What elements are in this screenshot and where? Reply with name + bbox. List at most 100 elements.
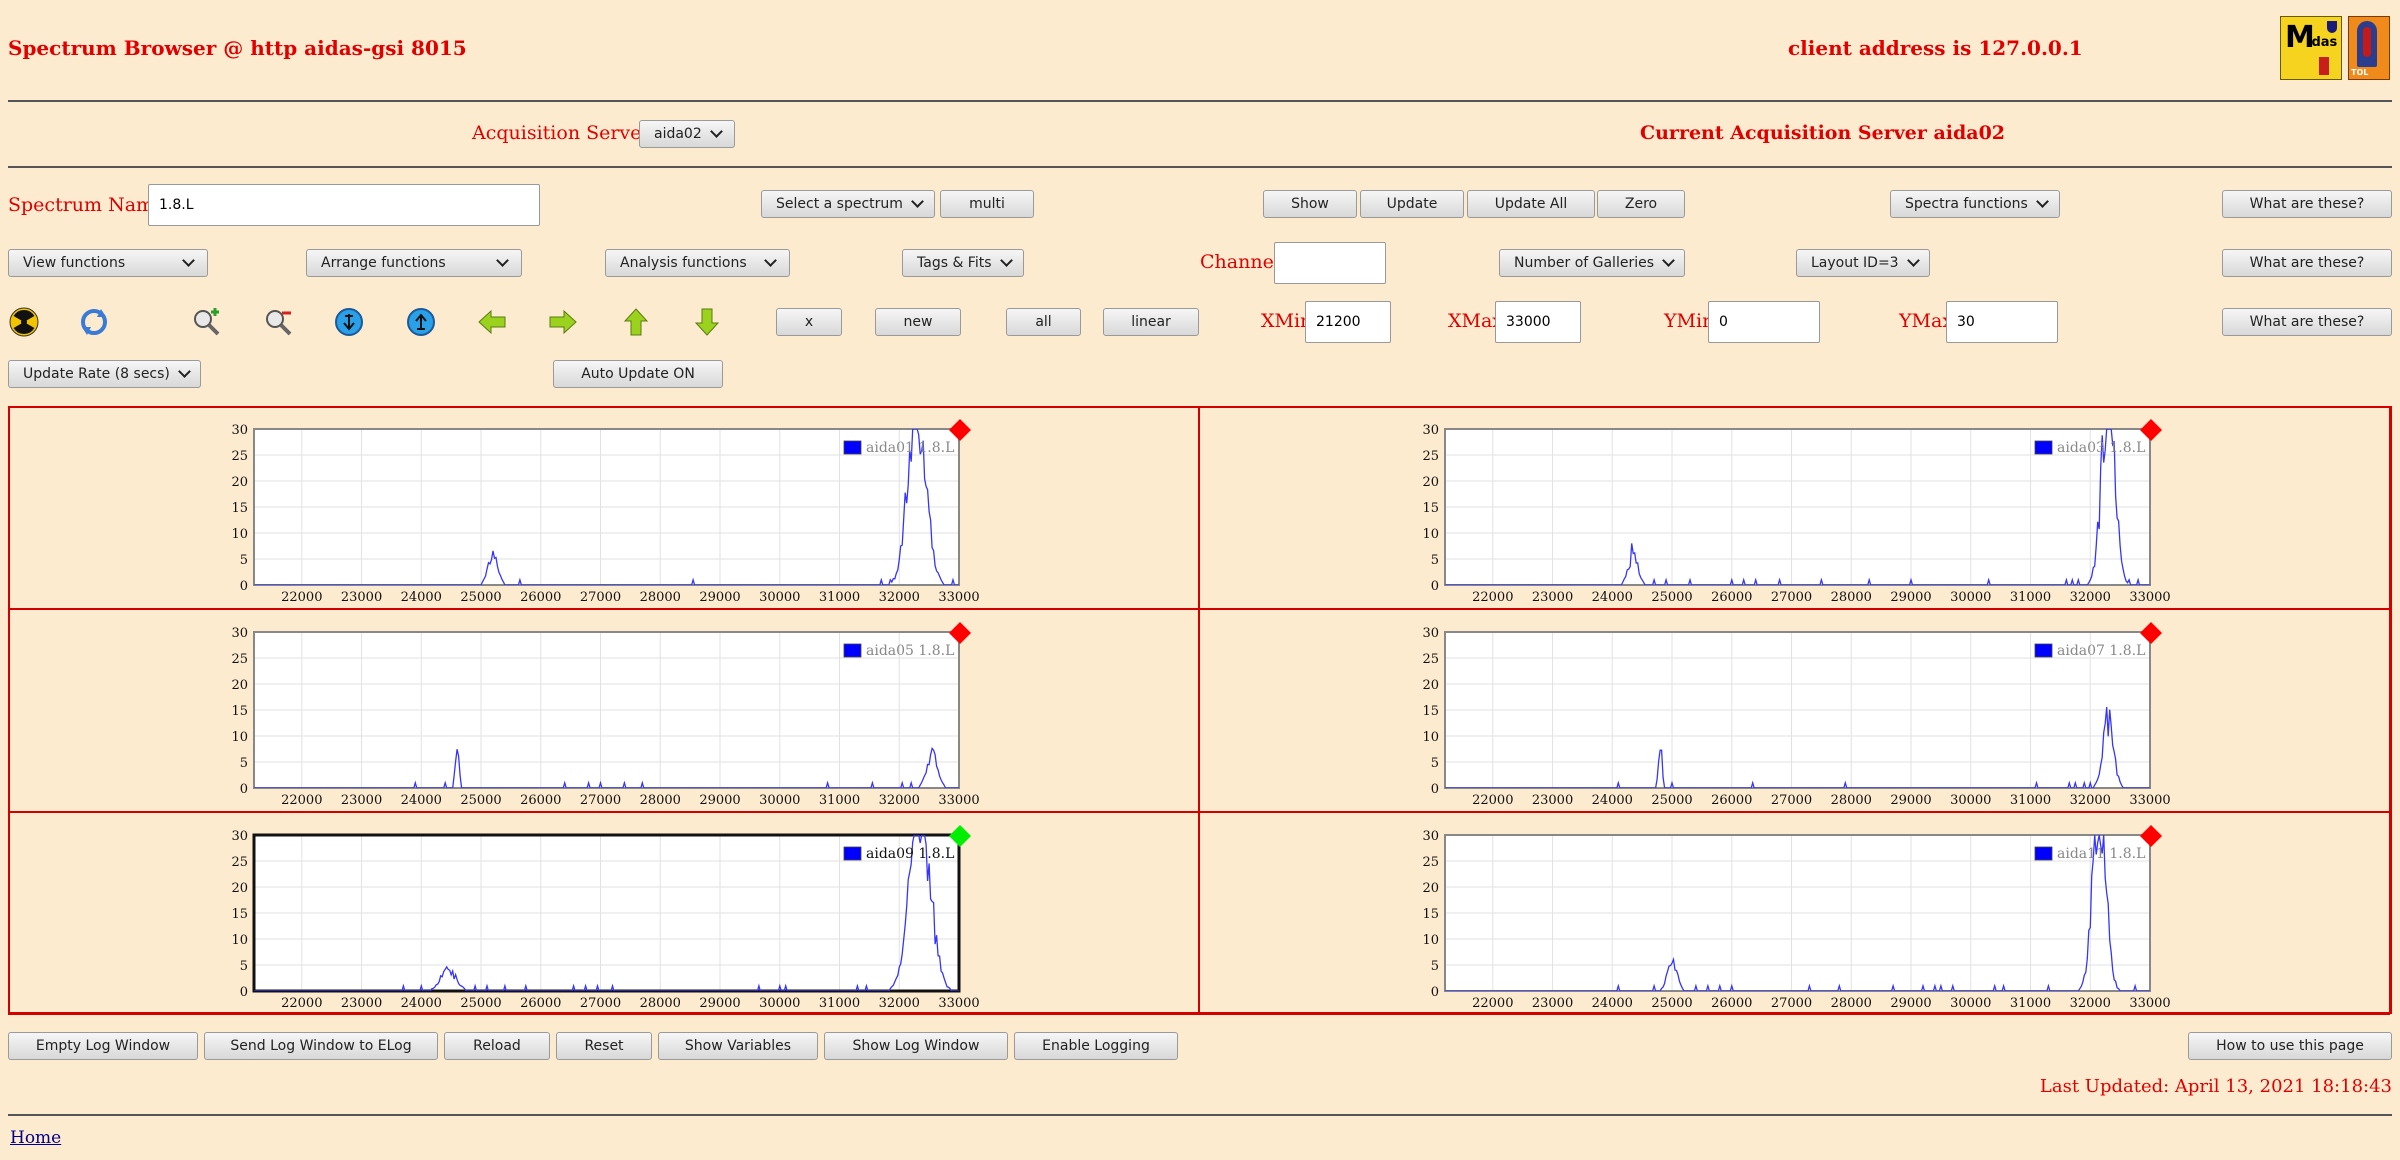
select-spectrum-dropdown[interactable]: Select a spectrum [761,190,935,218]
update-all-button[interactable]: Update All [1467,190,1595,218]
ymax-input[interactable]: 30 [1946,301,2058,343]
multi-button[interactable]: multi [940,190,1034,218]
client-address: client address is 127.0.0.1 [1788,36,2083,60]
arrow-down-blue-icon[interactable] [332,305,366,339]
x-tick-label: 28000 [1831,996,1872,1011]
x-tick-label: 27000 [580,793,621,808]
y-tick-label: 0 [1431,782,1439,797]
y-tick-label: 20 [1422,678,1439,693]
x-tick-label: 22000 [1472,590,1513,605]
y-tick-label: 0 [240,782,248,797]
number-of-galleries-dropdown[interactable]: Number of Galleries [1499,249,1685,277]
y-tick-label: 15 [231,501,248,516]
radiation-icon[interactable] [7,305,41,339]
arrow-up-blue-icon[interactable] [404,305,438,339]
what-are-these-button[interactable]: What are these? [2222,190,2392,218]
divider [8,1114,2392,1116]
what-are-these-button[interactable]: What are these? [2222,308,2392,336]
legend-swatch [2034,440,2053,455]
spectrum-name-input[interactable]: 1.8.L [148,184,540,226]
show-button[interactable]: Show [1263,190,1357,218]
legend-label: aida03 1.8.L [2057,440,2145,456]
empty-log-window-button[interactable]: Empty Log Window [8,1032,198,1060]
x-tick-label: 25000 [460,590,501,605]
x-tick-label: 25000 [460,793,501,808]
spectrum-cell[interactable]: 22000 23000 24000 25000 26000 27000 28000 29000… [8,406,1199,609]
status-indicator [949,419,971,441]
arrow-up-icon[interactable] [619,305,653,339]
arrow-right-icon[interactable] [546,305,580,339]
update-rate-dropdown[interactable]: Update Rate (8 secs) [8,360,201,388]
enable-logging-button[interactable]: Enable Logging [1014,1032,1178,1060]
refresh-icon[interactable] [77,305,111,339]
x-tick-label: 32000 [879,996,920,1011]
x-tick-label: 26000 [1711,996,1752,1011]
new-button[interactable]: new [875,308,961,336]
ymin-input[interactable]: 0 [1708,301,1820,343]
spectrum-cell[interactable]: 22000 23000 24000 25000 26000 27000 28000 29000… [8,609,1199,812]
legend-label: aida09 1.8.L [866,846,954,862]
spectrum-plot: 22000 23000 24000 25000 26000 27000 28000 29000… [1422,622,2171,808]
channel-input[interactable] [1274,242,1386,284]
x-button[interactable]: x [776,308,842,336]
y-tick-label: 10 [1422,730,1439,745]
update-button[interactable]: Update [1360,190,1464,218]
zoom-out-icon[interactable] [261,305,295,339]
y-tick-label: 5 [1431,959,1439,974]
status-indicator [949,622,971,644]
x-tick-label: 33000 [2129,590,2170,605]
what-are-these-button[interactable]: What are these? [2222,249,2392,277]
x-tick-label: 23000 [1532,996,1573,1011]
legend-swatch [843,440,862,455]
spectrum-cell[interactable]: 22000 23000 24000 25000 26000 27000 28000 29000… [8,812,1199,1015]
layout-dropdown[interactable]: Layout ID=3 [1796,249,1930,277]
x-tick-label: 29000 [1890,590,1931,605]
tags-fits-dropdown[interactable]: Tags & Fits [902,249,1024,277]
tol-logo[interactable]: TOL [2348,16,2390,80]
y-tick-label: 15 [231,907,248,922]
analysis-functions-dropdown[interactable]: Analysis functions [605,249,790,277]
x-tick-label: 32000 [879,793,920,808]
spectrum-cell[interactable]: 22000 23000 24000 25000 26000 27000 28000 29000… [1199,812,2390,1015]
server-select[interactable]: aida02 [639,120,735,148]
x-tick-label: 31000 [819,793,860,808]
spectra-functions-dropdown[interactable]: Spectra functions [1890,190,2060,218]
reload-button[interactable]: Reload [444,1032,550,1060]
arrow-down-icon[interactable] [690,305,724,339]
legend-swatch [843,846,862,861]
x-tick-label: 27000 [1771,793,1812,808]
x-tick-label: 24000 [1592,793,1633,808]
show-variables-button[interactable]: Show Variables [658,1032,818,1060]
x-tick-label: 28000 [640,996,681,1011]
linear-button[interactable]: linear [1103,308,1199,336]
spectrum-cell[interactable]: 22000 23000 24000 25000 26000 27000 28000 29000… [1199,609,2390,812]
reset-button[interactable]: Reset [556,1032,652,1060]
xmin-input[interactable]: 21200 [1305,301,1391,343]
x-tick-label: 33000 [2129,793,2170,808]
x-tick-label: 30000 [759,793,800,808]
view-functions-dropdown[interactable]: View functions [8,249,208,277]
spectrum-cell[interactable]: 22000 23000 24000 25000 26000 27000 28000 29000… [1199,406,2390,609]
zoom-in-icon[interactable] [189,305,223,339]
y-tick-label: 5 [240,959,248,974]
x-tick-label: 23000 [341,996,382,1011]
x-tick-label: 22000 [281,590,322,605]
y-tick-label: 30 [1422,829,1439,844]
auto-update-button[interactable]: Auto Update ON [553,360,723,388]
y-tick-label: 15 [231,704,248,719]
home-link[interactable]: Home [10,1128,62,1148]
how-to-use-button[interactable]: How to use this page [2188,1032,2392,1060]
all-button[interactable]: all [1006,308,1081,336]
show-log-window-button[interactable]: Show Log Window [824,1032,1008,1060]
y-tick-label: 25 [231,855,248,870]
send-log-to-elog-button[interactable]: Send Log Window to ELog [204,1032,438,1060]
zero-button[interactable]: Zero [1597,190,1685,218]
arrange-functions-dropdown[interactable]: Arrange functions [306,249,522,277]
acquisition-servers-label: Acquisition Servers [472,122,661,144]
xmin-label: XMin [1261,310,1313,332]
status-indicator [949,825,971,847]
x-tick-label: 31000 [2010,590,2051,605]
xmax-input[interactable]: 33000 [1495,301,1581,343]
arrow-left-icon[interactable] [475,305,509,339]
